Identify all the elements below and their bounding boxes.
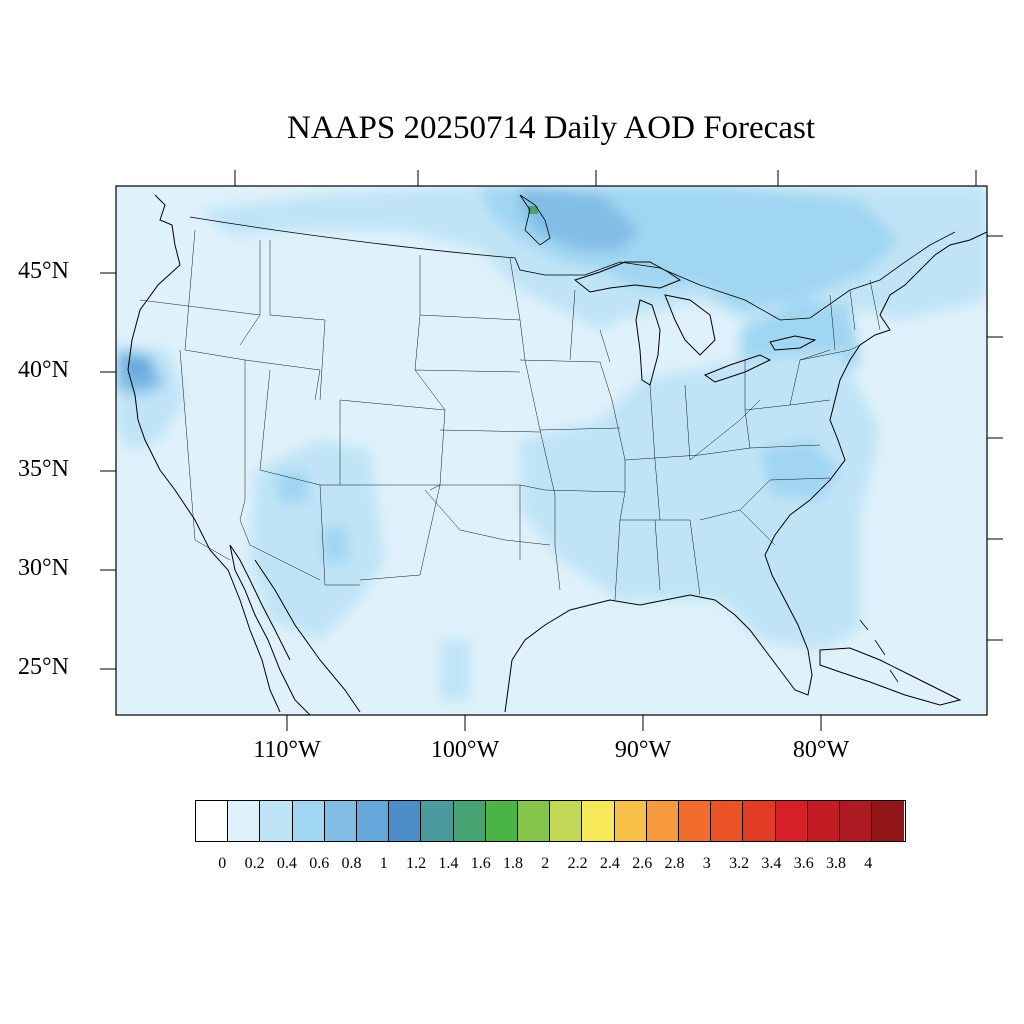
map-title: NAAPS 20250714 Daily AOD Forecast	[287, 110, 815, 146]
lake-winnipeg	[519, 194, 551, 246]
colorbar-label: 1.4	[438, 855, 459, 872]
cuba-coast	[819, 647, 962, 706]
aod-region-superior-core	[520, 186, 640, 250]
colorbar	[195, 800, 906, 842]
colorbar-swatch	[743, 801, 776, 841]
florida-coast	[689, 554, 813, 696]
colorbar-swatch	[518, 801, 551, 841]
colorbar-swatch	[389, 801, 422, 841]
colorbar-label: 1.8	[503, 855, 523, 872]
colorbar-swatch	[485, 801, 519, 841]
aod-peak-cell	[528, 206, 538, 214]
plot-frame	[115, 185, 988, 716]
lat-label-25n: 25°N	[18, 654, 69, 680]
pacific-coast	[127, 194, 281, 713]
baja-coast	[229, 544, 311, 715]
colorbar-label: 2.6	[632, 855, 653, 872]
top-ticks	[234, 170, 977, 186]
lat-label-30n: 30°N	[18, 555, 69, 581]
colorbar-swatch	[840, 801, 873, 841]
aod-region-arizona	[275, 470, 310, 505]
lon-label-90w: 90°W	[614, 737, 672, 763]
colorbar-swatch	[775, 801, 808, 841]
lake-ontario	[769, 335, 817, 351]
bottom-ticks	[286, 715, 822, 731]
colorbar-label: 0.6	[309, 855, 330, 872]
colorbar-label: 0.8	[341, 855, 362, 872]
colorbar-label: 2.4	[599, 855, 620, 872]
lat-label-35n: 35°N	[18, 456, 69, 482]
colorbar-swatch	[872, 801, 905, 841]
aod-field	[116, 186, 987, 700]
lat-label-40n: 40°N	[18, 357, 69, 383]
colorbar-swatch	[582, 801, 615, 841]
map-lines	[127, 194, 987, 715]
colorbar-label: 2.8	[664, 855, 685, 872]
state-borders	[139, 229, 881, 601]
colorbar-swatch	[711, 801, 744, 841]
aod-region-new-mexico	[320, 525, 350, 565]
colorbar-swatch	[453, 801, 486, 841]
colorbar-label: 1.6	[470, 855, 491, 872]
left-ticks	[100, 272, 116, 670]
colorbar-label: 4	[864, 855, 873, 872]
colorbar-swatch	[196, 801, 229, 841]
lake-superior	[573, 261, 682, 293]
colorbar-swatch	[550, 801, 583, 841]
atlantic-coast	[764, 231, 987, 556]
colorbar-label: 3.6	[793, 855, 814, 872]
colorbar-label: 1	[379, 855, 388, 872]
colorbar-swatch	[324, 801, 358, 841]
colorbar-label: 3	[702, 855, 711, 872]
colorbar-label: 0.4	[276, 855, 297, 872]
aod-region-carolinas	[760, 440, 840, 500]
lake-erie	[703, 354, 772, 383]
colorbar-swatch	[292, 801, 325, 841]
colorbar-swatch	[228, 801, 261, 841]
colorbar-label: 3.2	[729, 855, 750, 872]
colorbar-swatch	[421, 801, 454, 841]
colorbar-label: 3.4	[761, 855, 782, 872]
colorbar-swatch	[679, 801, 712, 841]
lat-label-45n: 45°N	[18, 258, 69, 284]
colorbar-swatch	[807, 801, 841, 841]
colorbar-label: 2	[541, 855, 550, 872]
colorbar-label: 2.2	[567, 855, 588, 872]
right-ticks	[987, 235, 1003, 641]
colorbar-label: 0	[218, 855, 227, 872]
colorbar-swatch	[646, 801, 680, 841]
lake-huron	[664, 294, 716, 356]
aod-region-east	[520, 350, 880, 650]
gulf-coast-texas	[504, 594, 691, 713]
colorbar-swatch	[357, 801, 390, 841]
aod-region-california-hot	[125, 355, 150, 380]
aod-region-mexico	[440, 640, 470, 700]
lon-label-110w: 110°W	[253, 737, 321, 763]
colorbar-swatch	[260, 801, 293, 841]
colorbar-label: 0.2	[244, 855, 265, 872]
colorbar-swatch	[614, 801, 647, 841]
mexico-west-coast	[254, 559, 361, 713]
bahamas	[859, 619, 899, 683]
colorbar-label: 1.2	[406, 855, 427, 872]
lon-label-100w: 100°W	[430, 737, 500, 763]
lon-label-80w: 80°W	[792, 737, 850, 763]
colorbar-label: 3.8	[826, 855, 846, 872]
